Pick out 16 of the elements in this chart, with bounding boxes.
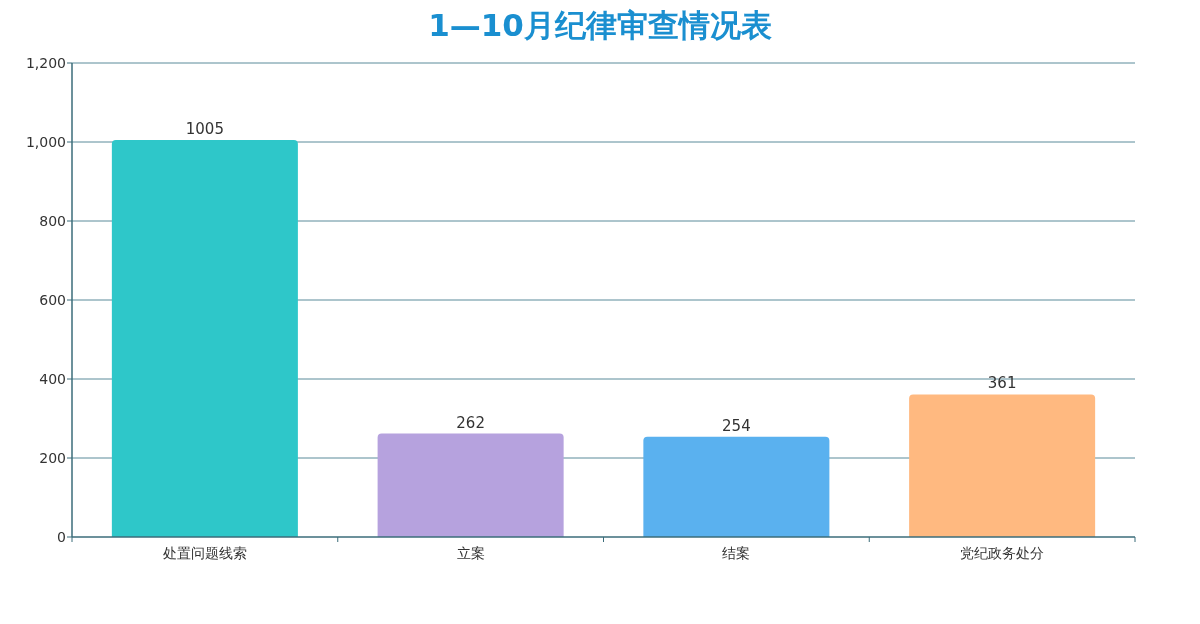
y-tick-label: 200 (39, 450, 66, 466)
data-label: 1005 (185, 120, 224, 139)
x-tick-label: 党纪政务处分 (960, 545, 1045, 561)
y-tick-label: 600 (39, 292, 66, 308)
y-tick-label: 1,000 (25, 134, 66, 150)
x-tick-label: 处置问题线索 (162, 545, 247, 561)
y-tick-label: 800 (39, 213, 66, 229)
data-label: 254 (722, 416, 751, 435)
y-tick-label: 0 (57, 529, 66, 545)
data-label: 361 (987, 374, 1017, 393)
x-tick-label: 立案 (456, 545, 485, 561)
x-tick-label: 结案 (722, 545, 751, 561)
y-tick-label: 1,200 (25, 55, 66, 71)
title: 1—10月纪律审查情况表 (428, 7, 772, 43)
y-tick-label: 400 (39, 371, 66, 387)
data-label: 262 (456, 413, 485, 432)
